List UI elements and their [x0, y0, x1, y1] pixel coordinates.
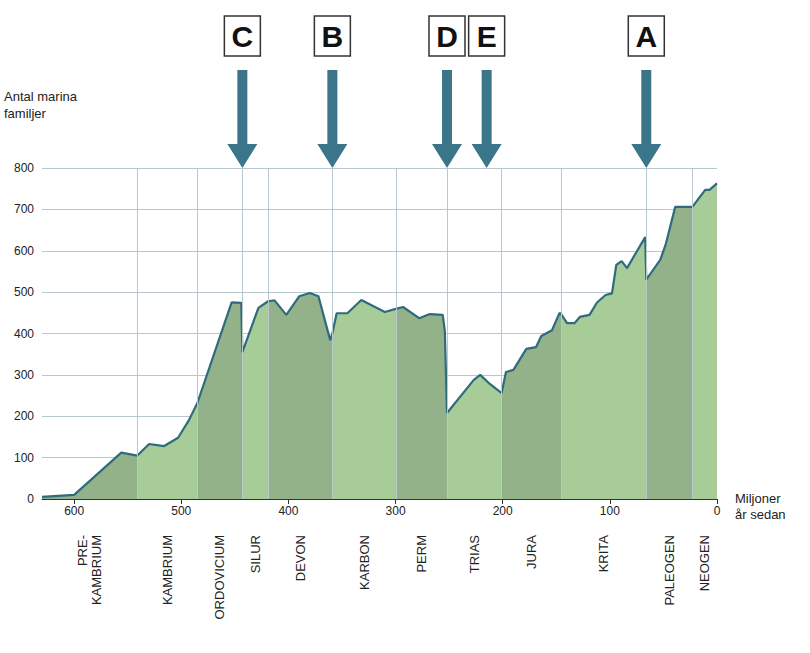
svg-text:C: C	[232, 20, 254, 53]
svg-text:KRITA: KRITA	[596, 535, 611, 573]
svg-text:300: 300	[14, 368, 34, 382]
svg-text:PRE-: PRE-	[75, 535, 90, 566]
svg-text:ORDOVICIUM: ORDOVICIUM	[212, 535, 227, 620]
svg-text:NEOGEN: NEOGEN	[697, 535, 712, 591]
svg-text:500: 500	[14, 285, 34, 299]
svg-text:600: 600	[64, 504, 84, 518]
svg-text:200: 200	[14, 409, 34, 423]
svg-text:B: B	[322, 20, 344, 53]
svg-text:0: 0	[714, 504, 721, 518]
svg-text:KAMBRIUM: KAMBRIUM	[89, 535, 104, 605]
svg-text:PALEOGEN: PALEOGEN	[662, 535, 677, 606]
svg-text:200: 200	[493, 504, 513, 518]
svg-text:DEVON: DEVON	[293, 535, 308, 581]
svg-text:300: 300	[386, 504, 406, 518]
svg-text:E: E	[477, 20, 497, 53]
svg-text:år sedan: år sedan	[735, 507, 786, 522]
svg-text:KAMBRIUM: KAMBRIUM	[160, 535, 175, 605]
svg-text:500: 500	[171, 504, 191, 518]
svg-text:Antal marina: Antal marina	[4, 89, 78, 104]
svg-text:400: 400	[14, 327, 34, 341]
svg-text:A: A	[635, 20, 657, 53]
svg-text:100: 100	[14, 451, 34, 465]
svg-text:SILUR: SILUR	[248, 535, 263, 573]
svg-text:700: 700	[14, 202, 34, 216]
svg-text:familjer: familjer	[4, 106, 47, 121]
svg-text:100: 100	[600, 504, 620, 518]
svg-text:JURA: JURA	[524, 535, 539, 569]
svg-text:0: 0	[27, 492, 34, 506]
svg-text:PERM: PERM	[414, 535, 429, 573]
svg-text:600: 600	[14, 244, 34, 258]
svg-text:Miljoner: Miljoner	[735, 491, 781, 506]
svg-text:800: 800	[14, 161, 34, 175]
svg-text:400: 400	[278, 504, 298, 518]
svg-text:TRIAS: TRIAS	[467, 535, 482, 574]
svg-text:KARBON: KARBON	[357, 535, 372, 590]
svg-text:D: D	[436, 20, 458, 53]
